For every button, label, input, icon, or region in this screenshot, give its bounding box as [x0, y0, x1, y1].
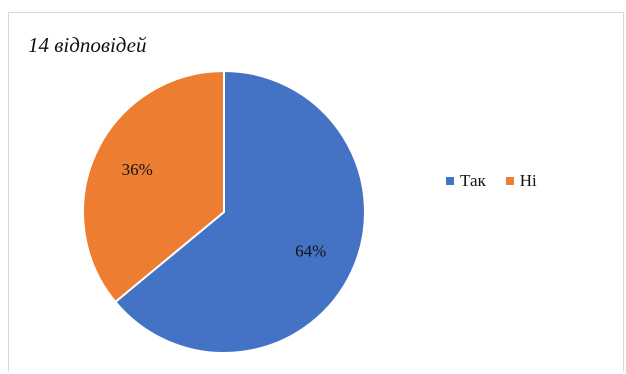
legend: Так Ні [446, 171, 537, 191]
slice-no-label: 36% [122, 160, 153, 179]
legend-swatch-yes [446, 177, 454, 185]
chart-title: 14 відповідей [28, 33, 147, 57]
slice-yes [113, 69, 366, 354]
legend-label-no: Ні [519, 171, 537, 190]
slice-yes-label: 64% [295, 242, 326, 261]
legend-item-yes: Так [446, 171, 486, 191]
slice-no [82, 69, 225, 304]
legend-label-yes: Так [460, 171, 486, 190]
legend-item-no: Ні [505, 171, 537, 191]
chart-frame [8, 12, 624, 372]
legend-swatch-no [505, 177, 514, 185]
